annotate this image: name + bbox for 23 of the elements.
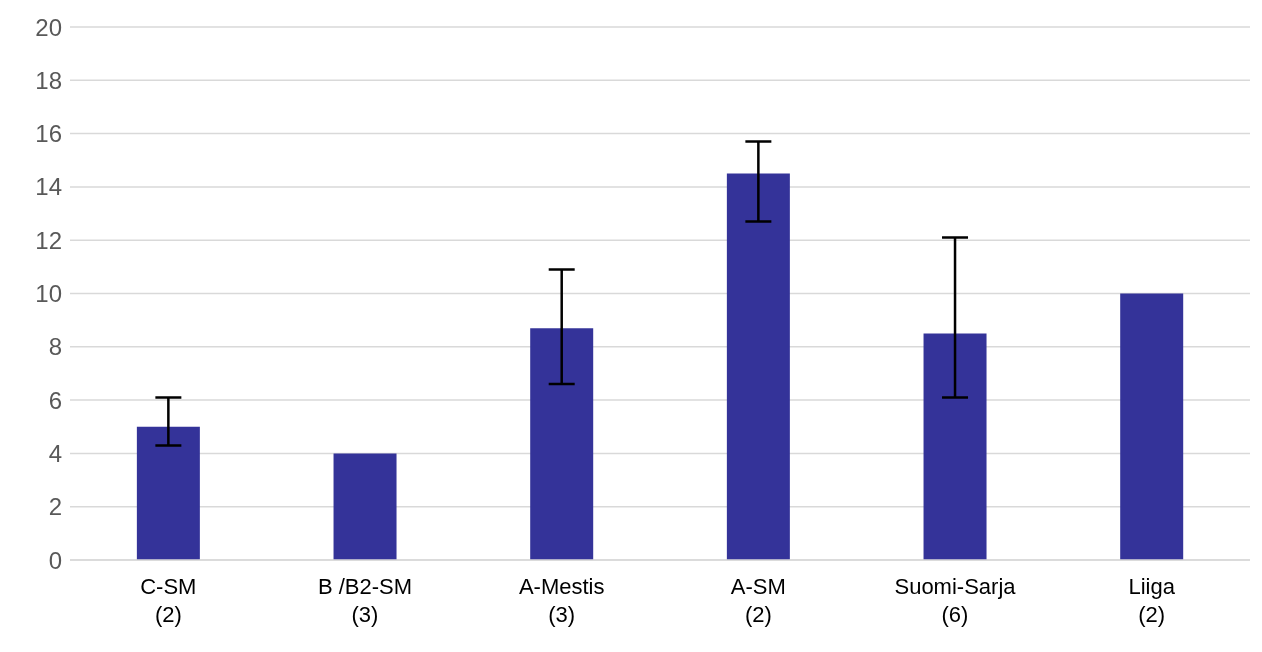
bar xyxy=(1120,293,1184,560)
bar xyxy=(136,426,200,560)
y-tick-label: 0 xyxy=(48,546,62,574)
y-tick-label: 8 xyxy=(48,333,62,361)
bar xyxy=(726,173,790,560)
y-tick-label: 18 xyxy=(35,66,62,94)
bar xyxy=(333,453,397,560)
y-tick-label: 6 xyxy=(48,386,62,414)
x-tick-label: C-SM (2) xyxy=(140,574,197,627)
x-tick-label: A-Mestis (3) xyxy=(518,574,605,627)
y-tick-label: 16 xyxy=(35,120,62,148)
x-tick-label: A-SM (2) xyxy=(730,574,786,627)
y-tick-label: 12 xyxy=(35,226,62,254)
y-tick-label: 14 xyxy=(35,173,62,201)
y-tick-label: 20 xyxy=(35,13,62,41)
y-tick-label: 10 xyxy=(35,280,62,308)
x-tick-label: Suomi-Sarja (6) xyxy=(894,574,1017,627)
y-tick-label: 2 xyxy=(48,493,62,521)
y-tick-label: 4 xyxy=(48,439,62,467)
bar xyxy=(530,328,594,560)
x-tick-label: Liiga (2) xyxy=(1128,574,1176,627)
x-tick-label: B /B2-SM (3) xyxy=(317,574,413,627)
bar xyxy=(923,333,987,560)
